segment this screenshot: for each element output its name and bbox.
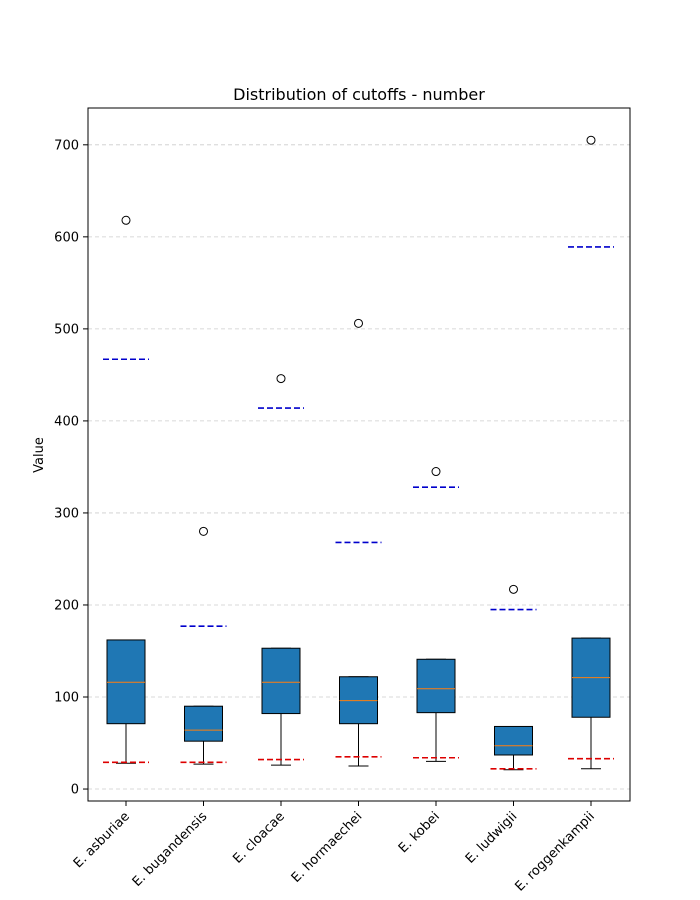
y-axis: 0 100 200 300 400 500 600 700 (54, 138, 88, 798)
plot-area (103, 135, 614, 771)
outlier-point (276, 374, 286, 384)
x-tick-label: E. roggenkampii (513, 809, 598, 894)
box-group (490, 584, 537, 771)
chart-title: Distribution of cutoffs - number (233, 85, 485, 104)
box-group (568, 135, 614, 770)
y-tick-label: 100 (54, 691, 79, 706)
box-group (180, 526, 227, 765)
grid-lines (88, 144, 630, 790)
x-tick-label: E. bugandensis (130, 809, 211, 890)
box (416, 658, 456, 714)
y-tick-label: 200 (54, 598, 79, 613)
outlier-point (431, 467, 441, 477)
x-tick-label: E. ludwigii (463, 809, 520, 866)
outlier-point (121, 215, 131, 225)
box (184, 705, 223, 742)
x-tick-label: E. asburiae (71, 809, 133, 871)
outlier-point (354, 318, 363, 328)
x-tick-label: E. kobei (396, 809, 443, 856)
y-tick-label: 500 (54, 322, 79, 337)
box (494, 725, 533, 756)
box (261, 647, 301, 715)
outlier-point (586, 135, 596, 145)
y-tick-label: 400 (54, 414, 79, 429)
y-axis-label: Value (32, 437, 47, 473)
y-tick-label: 700 (54, 138, 79, 153)
box-group (413, 467, 459, 762)
outlier-point (199, 526, 208, 536)
y-tick-label: 600 (54, 230, 79, 245)
y-tick-label: 300 (54, 506, 79, 521)
y-tick-label: 0 (71, 783, 79, 798)
x-tick-label: E. hormaechei (289, 809, 366, 886)
x-tick-label: E. cloacae (230, 809, 287, 866)
box-group (103, 215, 149, 764)
box-group (335, 318, 382, 767)
outlier-point (509, 584, 518, 594)
box-group (258, 374, 304, 766)
